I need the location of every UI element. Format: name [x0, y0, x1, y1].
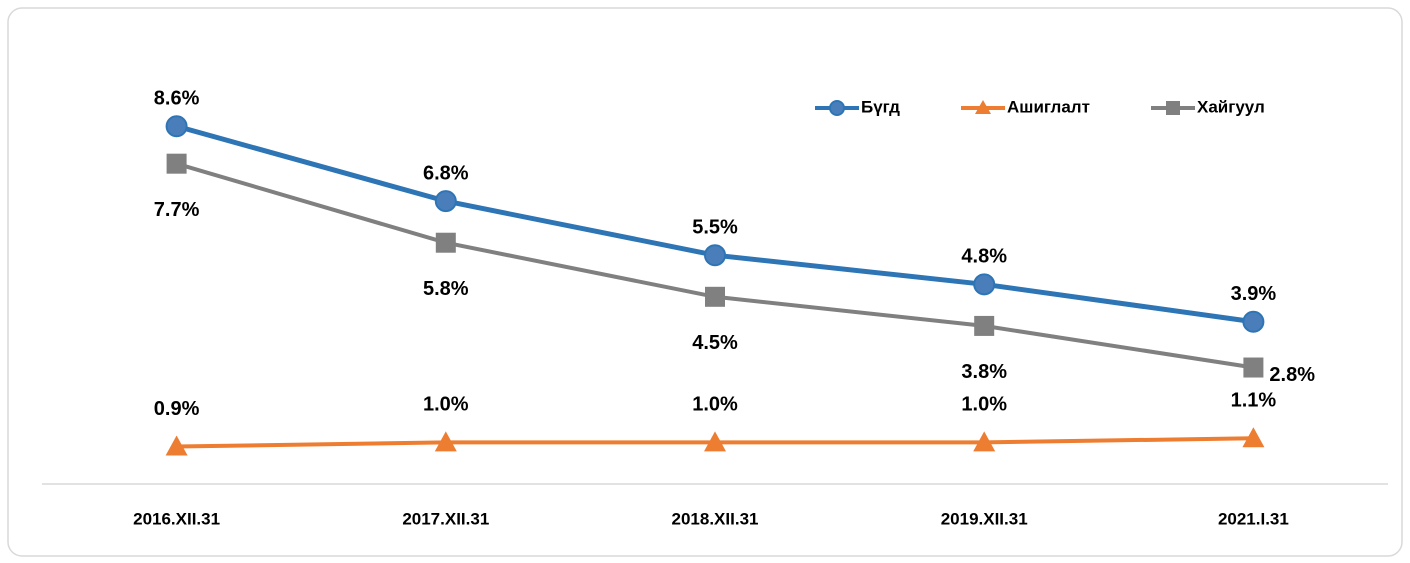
data-label: 3.8% — [961, 361, 1007, 383]
legend-label: Хайгуул — [1197, 97, 1265, 116]
data-point — [973, 431, 996, 452]
data-point — [704, 244, 726, 267]
data-label: 0.9% — [154, 398, 200, 420]
x-tick-label: 2016.XII.31 — [133, 509, 220, 528]
card — [7, 7, 1403, 557]
data-point — [165, 115, 188, 138]
data-point — [704, 431, 726, 452]
legend-label: Бүгд — [861, 97, 900, 116]
data-label: 1.0% — [692, 394, 738, 416]
data-point — [434, 431, 457, 452]
data-label: 2.8% — [1269, 364, 1315, 386]
data-point — [973, 273, 996, 296]
data-label: 5.8% — [423, 278, 469, 300]
data-label: 4.5% — [692, 332, 738, 354]
legend-marker — [975, 100, 991, 114]
x-tick-label: 2018.XII.31 — [672, 509, 759, 528]
legend-label: Ашиглалт — [1007, 97, 1090, 116]
data-label: 1.0% — [423, 394, 469, 416]
data-label: 5.5% — [692, 216, 738, 238]
data-point — [434, 190, 457, 213]
data-point — [974, 315, 995, 336]
legend-marker — [829, 100, 845, 116]
data-point — [1243, 357, 1264, 378]
legend-marker — [1166, 101, 1180, 115]
data-label: 3.9% — [1231, 283, 1277, 305]
data-point — [165, 435, 188, 456]
data-point — [435, 232, 456, 253]
data-label: 6.8% — [423, 162, 469, 184]
data-label: 7.7% — [154, 199, 200, 221]
data-label: 1.1% — [1231, 390, 1277, 412]
x-tick-label: 2019.XII.31 — [941, 509, 1028, 528]
data-point — [166, 153, 187, 174]
data-point — [705, 286, 725, 307]
data-label: 8.6% — [154, 88, 200, 110]
data-label: 4.8% — [961, 246, 1007, 268]
data-label: 1.0% — [961, 394, 1007, 416]
x-tick-label: 2017.XII.31 — [402, 509, 489, 528]
x-tick-label: 2021.I.31 — [1218, 509, 1289, 528]
data-point — [1242, 310, 1265, 333]
data-point — [1242, 427, 1265, 448]
